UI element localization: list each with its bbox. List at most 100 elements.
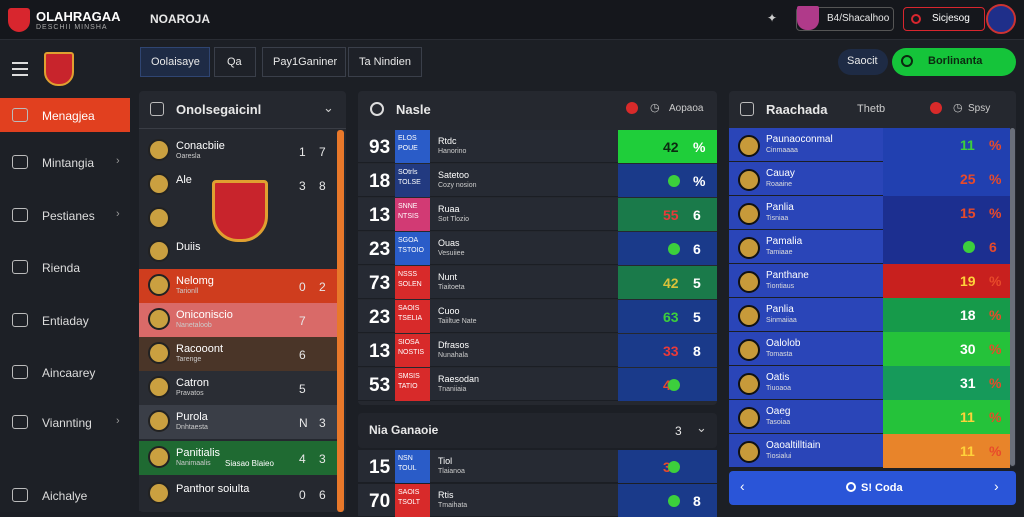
player-sub: Roaaine: [766, 181, 793, 188]
team-tag: SNNE NTSIS: [395, 198, 430, 231]
tab-fourth[interactable]: Ta Nindien: [348, 47, 422, 77]
table-row[interactable]: 73 NSSS SOLEN Nunt Tiaitoeta 42 5: [358, 266, 717, 299]
chevron-right-icon[interactable]: ›: [116, 208, 120, 220]
sidebar-item-3[interactable]: Rienda: [42, 261, 81, 275]
table-row[interactable]: 13 SNNE NTSIS Ruaa Sot Tlozio 55 6: [358, 198, 717, 231]
list-item[interactable]: Oaoaltilltiain Tiosialui 11%: [729, 434, 1010, 468]
pager-label[interactable]: S! Coda: [861, 482, 903, 494]
list-item[interactable]: Oatis Tiuoaoa 31%: [729, 366, 1010, 400]
chevron-right-icon[interactable]: ›: [994, 478, 999, 494]
player-sub: Cinmaaaa: [766, 147, 798, 154]
match-number: 73: [369, 273, 391, 294]
sparkle-icon[interactable]: ✦: [767, 11, 778, 25]
list-item[interactable]: Panthane Tiontiaus 19%: [729, 264, 1010, 298]
sidebar-item-7[interactable]: Aichalye: [42, 489, 88, 503]
results-action[interactable]: Spsy: [968, 103, 991, 114]
list-item[interactable]: Racooont Tarenge 6: [139, 337, 337, 371]
user-button[interactable]: B4/Shacalhoo: [796, 7, 894, 31]
tag-line: NTSIS: [398, 213, 419, 220]
chevron-down-icon[interactable]: ⌄: [696, 420, 707, 435]
team-name: Panitialis: [176, 447, 221, 459]
list-item[interactable]: Paunaoconmal Cinmaaaa 11%: [729, 128, 1010, 162]
list-item[interactable]: Catron Pravatos 5: [139, 371, 337, 405]
score-suffix: 5: [693, 309, 701, 325]
table-row[interactable]: 93 ELOS POUE Rtdc Hanorino 42%: [358, 130, 717, 163]
team-name: Catron: [176, 377, 210, 389]
menu-icon[interactable]: [12, 62, 28, 80]
search-tab[interactable]: Qa: [214, 47, 256, 77]
list-item[interactable]: Panitialis Nanimaalis 4 3 Siasao Blaieo: [139, 441, 337, 475]
list-item[interactable]: Purola Dnhtaesta N 3: [139, 405, 337, 439]
scrollbar[interactable]: [1010, 128, 1015, 466]
chevron-left-icon[interactable]: ‹: [740, 478, 745, 494]
alert-button[interactable]: Sicjesog: [903, 7, 985, 31]
player-name: Oalolob: [766, 338, 801, 349]
score-value: 11: [960, 137, 975, 153]
sidebar-item-0[interactable]: Menagjea: [0, 98, 130, 132]
match-name: Dfrasos: [438, 340, 470, 350]
clock-icon[interactable]: ◷: [650, 102, 660, 114]
section-header[interactable]: [358, 413, 717, 448]
player-sub: Tiontiaus: [766, 283, 795, 290]
list-item[interactable]: Cauay Roaaine 25%: [729, 162, 1010, 196]
chevron-right-icon[interactable]: ›: [116, 415, 120, 427]
team-name: Panthor soiulta: [176, 483, 250, 495]
tag-line: TSTOIO: [398, 247, 424, 254]
sidebar-item-2[interactable]: Pestianes: [42, 209, 95, 223]
ball-icon: [370, 102, 384, 116]
list-item[interactable]: Oalolob Tomasta 30%: [729, 332, 1010, 366]
table-row[interactable]: 23 SGOA TSTOIO Ouas Vesuiiee 6: [358, 232, 717, 265]
send-icon: [12, 365, 28, 379]
player-avatar: [738, 169, 760, 191]
tab-primary[interactable]: Oolaisaye: [140, 47, 210, 77]
results-tab[interactable]: Thetb: [857, 103, 886, 115]
player-name: Cauay: [766, 168, 795, 179]
chevron-right-icon[interactable]: ›: [116, 155, 120, 167]
clock-icon[interactable]: ◷: [953, 102, 963, 114]
sidebar-item-1[interactable]: Mintangia: [42, 156, 95, 170]
score-cell: 19%: [883, 264, 1010, 298]
sidebar-item-5[interactable]: Aincaarey: [42, 366, 96, 380]
list-item[interactable]: Conacbiie Oaresla 1 7: [139, 134, 337, 168]
live-icon: [930, 102, 942, 114]
chevron-down-icon[interactable]: ⌄: [323, 100, 334, 115]
table-row[interactable]: 70 SAOIS TSOLT Rtis Tmaihata 8: [358, 484, 717, 517]
table-row[interactable]: 18 SOtrls TOLSE Satetoo Cozy nosion%: [358, 164, 717, 197]
table-row[interactable]: 13 SIOSA NOSTIS Dfrasos Nunahala 33 8: [358, 334, 717, 367]
player-avatar: [738, 237, 760, 259]
stat-value: 6: [299, 348, 306, 362]
sidebar-item-4[interactable]: Entiaday: [42, 314, 89, 328]
window-icon: [12, 415, 28, 429]
sidebar-item-6[interactable]: Viannting: [42, 416, 92, 430]
match-sub: Tlaianoa: [438, 468, 465, 475]
stat-value: 5: [299, 382, 306, 396]
score-cell: 63 5: [618, 300, 717, 333]
team-logo-icon: [148, 139, 170, 161]
sort-button[interactable]: Saocit: [838, 49, 888, 75]
brand-shield-icon: [8, 8, 30, 32]
nav-title[interactable]: NOAROJA: [150, 12, 211, 26]
list-item[interactable]: Panlia Sinmaiiaa 18%: [729, 298, 1010, 332]
player-avatar: [738, 339, 760, 361]
list-item[interactable]: Oaeg Tasoiaa 11%: [729, 400, 1010, 434]
match-number: 53: [369, 375, 391, 396]
score-value: 42: [663, 139, 679, 155]
tab-third[interactable]: Pay1Ganiner: [262, 47, 346, 77]
list-item[interactable]: Oniconiscio Nanetaloob 7: [139, 303, 337, 337]
stat-value: 3: [319, 452, 326, 466]
score-cell: 11%: [883, 128, 1010, 162]
table-row[interactable]: 23 SAOIS TSELIA Cuoo Taiiltue Nate 63 5: [358, 300, 717, 333]
stat-value: 7: [299, 314, 306, 328]
matches-action[interactable]: Aopaoa: [669, 103, 704, 114]
tag-line: SIOSA: [398, 339, 420, 346]
table-row[interactable]: 53 SMSIS TATIO Raesodan Tnaniiaia 43: [358, 368, 717, 401]
list-item[interactable]: Nelomg Tarionll 0 2: [139, 269, 337, 303]
scrollbar[interactable]: [337, 130, 344, 512]
avatar[interactable]: [986, 4, 1016, 34]
score-cell: 6: [618, 232, 717, 265]
table-row[interactable]: 15 NSN TOUL Tiol Tlaianoa 33: [358, 450, 717, 483]
list-item[interactable]: Panthor soiulta 0 6: [139, 477, 337, 511]
score-suffix: 6: [693, 207, 701, 223]
list-item[interactable]: Panlia Tisniaa 15%: [729, 196, 1010, 230]
list-item[interactable]: Pamalia Tamiaae 6: [729, 230, 1010, 264]
